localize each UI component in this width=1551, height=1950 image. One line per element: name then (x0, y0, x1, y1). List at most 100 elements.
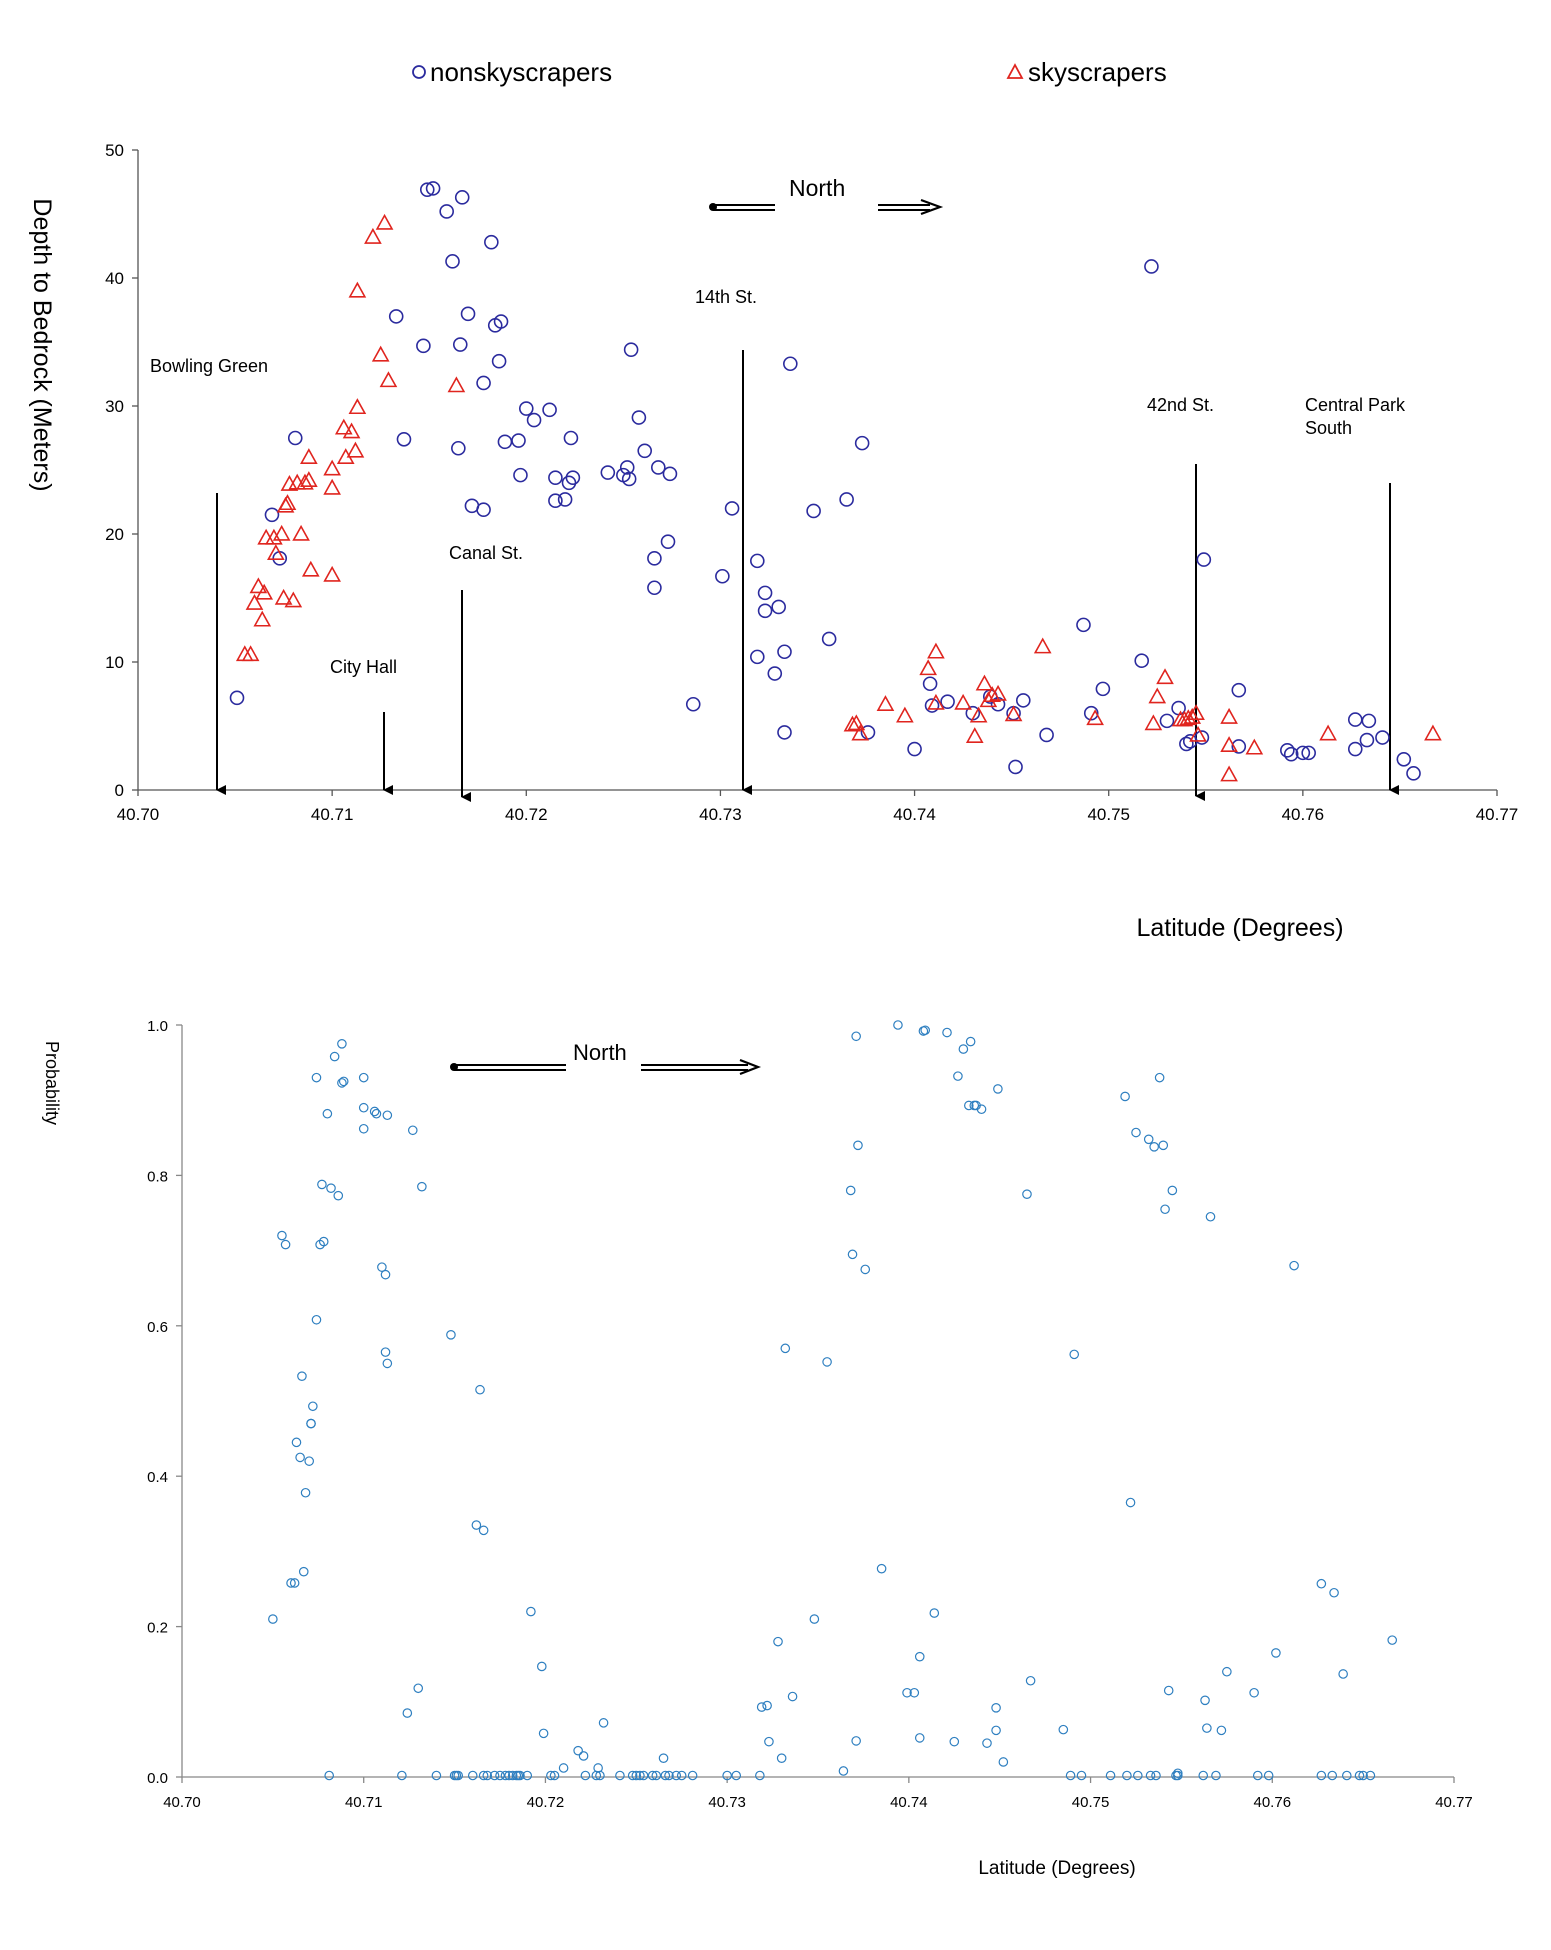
skyscrapers-point (969, 706, 988, 723)
skyscrapers-point (954, 693, 972, 710)
nonskyscrapers-point (806, 503, 821, 519)
nonskyscrapers-point (922, 676, 938, 692)
probability-point (1145, 1770, 1156, 1781)
probability-point (580, 1770, 591, 1781)
y-tick-label: 0.0 (147, 1770, 168, 1787)
probability-point (358, 1102, 369, 1113)
nonskyscrapers-point (631, 410, 647, 425)
probability-point (280, 1239, 291, 1250)
nonskyscrapers-point (1231, 739, 1247, 754)
probability-point (942, 1027, 952, 1038)
probability-point (764, 1736, 774, 1747)
probability-point (318, 1236, 329, 1247)
probability-point (851, 1031, 861, 1042)
skyscrapers-point (1004, 705, 1023, 722)
skyscrapers-point (896, 706, 914, 723)
probability-point (1341, 1770, 1352, 1781)
skyscrapers-point (1220, 707, 1238, 724)
y-tick-label: 40 (105, 269, 124, 288)
x-tick-label: 40.77 (1435, 1794, 1473, 1811)
probability-point (1131, 1127, 1141, 1138)
skyscrapers-point (323, 459, 341, 476)
probability-point (1167, 1185, 1178, 1196)
probability-point (306, 1418, 316, 1429)
probability-point (380, 1347, 391, 1357)
nonskyscrapers-point (821, 631, 837, 647)
probability-point (976, 1104, 987, 1115)
probability-point (1076, 1770, 1087, 1781)
probability-point (1151, 1770, 1161, 1781)
nonskyscrapers-point (924, 698, 940, 713)
nonskyscrapers-point (1194, 730, 1210, 745)
probability-point (298, 1566, 309, 1577)
probability-point (902, 1687, 912, 1698)
probability-point (1158, 1140, 1169, 1151)
probability-point (308, 1401, 318, 1412)
nonskyscrapers-point (548, 493, 563, 509)
x-tick-label: 40.74 (890, 1794, 928, 1811)
probability-point (500, 1770, 511, 1781)
probability-point (909, 1687, 920, 1698)
probability-point (1289, 1260, 1299, 1271)
skyscrapers-point (255, 583, 274, 600)
probability-point (991, 1703, 1001, 1713)
legend-triangle-marker (1006, 63, 1024, 79)
nonskyscrapers-point (940, 694, 955, 709)
probability-point (658, 1753, 669, 1763)
skyscrapers-point (965, 727, 984, 744)
skyscrapers-point (346, 441, 365, 458)
y-tick-label: 1.0 (147, 1018, 168, 1035)
probability-point (407, 1125, 418, 1136)
nonskyscrapers-point (396, 431, 412, 447)
nonskyscrapers-point (1347, 712, 1363, 727)
skyscrapers-point (300, 448, 318, 464)
landmark-label-central-park-south-line1: Central Park (1305, 395, 1406, 415)
probability-point (762, 1700, 772, 1711)
nonskyscrapers-point (767, 666, 783, 681)
probability-point (851, 1736, 861, 1746)
probability-point (1202, 1723, 1212, 1733)
probability-point (1122, 1770, 1132, 1781)
nonskyscrapers-point (1076, 617, 1091, 633)
probability-point (920, 1025, 931, 1036)
nonskyscrapers-point (839, 492, 854, 507)
nonskyscrapers-point (518, 401, 534, 416)
skyscrapers-point (876, 695, 895, 712)
probability-point (268, 1614, 278, 1624)
nonskyscrapers-point (511, 433, 526, 448)
skyscrapers-point (1424, 724, 1442, 741)
skyscrapers-point (919, 659, 937, 676)
skyscrapers-point (301, 560, 320, 577)
probability-point (522, 1770, 533, 1781)
probability-point (333, 1190, 344, 1201)
probability-point (755, 1770, 765, 1781)
y-tick-label: 10 (105, 653, 124, 672)
probability-point (615, 1770, 625, 1781)
skyscrapers-point (334, 418, 353, 435)
probability-point (776, 1753, 787, 1763)
nonskyscrapers-point (660, 534, 676, 549)
probability-chart: Probability 0.00.20.40.60.81.0 40.70 40.7… (42, 1018, 1473, 1879)
probability-point (1358, 1770, 1368, 1781)
nonskyscrapers-point (715, 568, 730, 584)
probability-point (358, 1123, 369, 1134)
probability-point (647, 1770, 658, 1781)
probability-point (1154, 1072, 1165, 1083)
data-points (268, 1020, 1398, 1781)
nonskyscrapers-point (1295, 745, 1311, 761)
probability-point (482, 1770, 493, 1781)
x-tick-label: 40.72 (527, 1794, 565, 1811)
probability-point (991, 1725, 1001, 1736)
probability-point (1271, 1648, 1281, 1658)
probability-point (489, 1770, 500, 1781)
nonskyscrapers-point (287, 430, 303, 446)
skyscrapers-point (265, 528, 283, 545)
probability-point (578, 1751, 589, 1761)
probability-point (1222, 1666, 1232, 1677)
probability-point (722, 1770, 732, 1781)
probability-point (671, 1770, 682, 1781)
north-arrowhead (739, 1058, 762, 1076)
x-tick-label: 40.74 (893, 805, 936, 824)
nonskyscrapers-point (685, 696, 701, 712)
nonskyscrapers-point (647, 580, 662, 596)
